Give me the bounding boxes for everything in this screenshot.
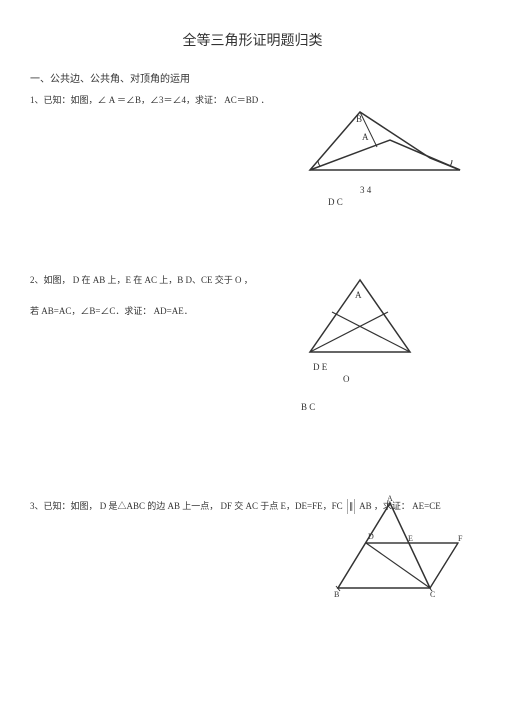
page-title: 全等三角形证明题归类 xyxy=(30,30,475,50)
problem-3-before: 3、已知：如图， D 是△ABC 的边 AB 上一点， DF 交 AC 于点 E… xyxy=(30,501,343,511)
fig1-label-34: 3 4 xyxy=(360,185,371,195)
fig2-label-a: A xyxy=(355,290,362,300)
figure-1: B A 3 4 D C xyxy=(300,100,470,210)
fig3-label-c: C xyxy=(430,590,435,599)
fig1-label-b: B xyxy=(356,114,362,124)
fig1-label-dc: D C xyxy=(328,197,343,207)
figure-2: A D E O B C xyxy=(295,272,435,412)
fig2-label-de: D E xyxy=(313,362,327,372)
figure-3: A D E F B C xyxy=(330,498,470,608)
fig2-label-bc: B C xyxy=(301,402,315,412)
fig2-label-o: O xyxy=(343,374,350,384)
fig3-label-d: D xyxy=(368,532,374,541)
section-heading: 一、公共边、公共角、对顶角的运用 xyxy=(30,70,475,85)
fig1-label-a: A xyxy=(362,132,369,142)
fig3-label-b: B xyxy=(334,590,339,599)
fig3-label-a: A xyxy=(387,494,393,503)
fig3-label-e: E xyxy=(408,534,413,543)
fig3-label-f: F xyxy=(458,534,462,543)
